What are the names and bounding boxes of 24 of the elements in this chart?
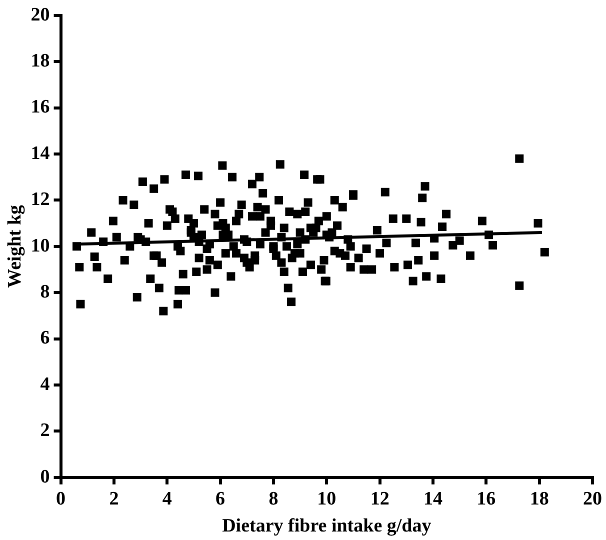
y-tick-label: 0	[40, 466, 50, 488]
y-tick-label: 2	[40, 420, 50, 442]
x-tick-label: 12	[370, 488, 390, 510]
x-tick-label: 8	[268, 488, 278, 510]
x-tick-label: 0	[56, 488, 66, 510]
y-tick-label: 14	[30, 142, 50, 164]
x-tick-label: 2	[109, 488, 119, 510]
y-tick-label: 8	[40, 282, 50, 303]
x-tick-label: 16	[476, 488, 496, 510]
y-tick-label: 20	[30, 4, 50, 26]
y-tick-label: 16	[30, 96, 50, 118]
x-tick-label: 20	[583, 488, 602, 510]
y-axis-title: Weight kg	[4, 204, 26, 288]
x-tick-label: 10	[317, 488, 336, 510]
y-tick-label: 10	[30, 235, 50, 256]
y-tick-label: 6	[40, 328, 50, 349]
x-tick-label: 6	[216, 488, 226, 510]
y-tick-label: 18	[30, 50, 50, 72]
x-tick-label: 4	[162, 488, 172, 510]
y-tick-label: 12	[30, 189, 50, 210]
y-tick-label: 4	[40, 374, 50, 395]
x-tick-label: 18	[530, 488, 549, 510]
x-axis-title: Dietary fibre intake g/day	[222, 516, 432, 537]
x-tick-label: 14	[423, 488, 443, 510]
